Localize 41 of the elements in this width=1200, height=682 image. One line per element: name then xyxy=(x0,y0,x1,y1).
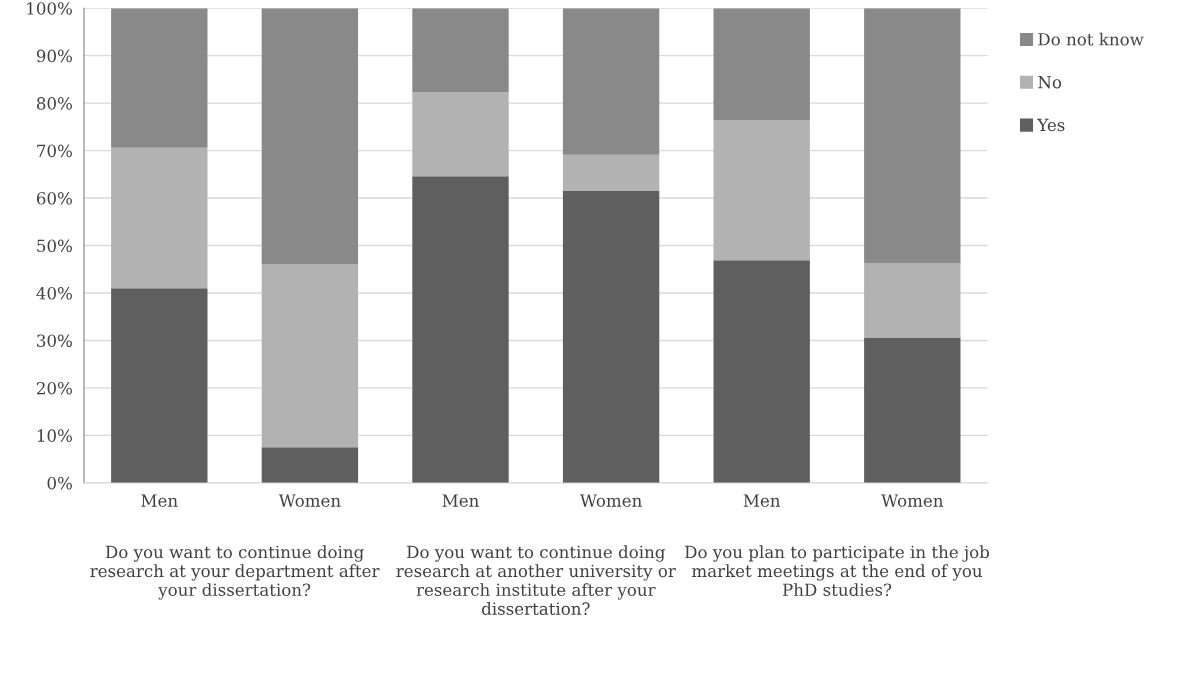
legend-label: Do not know xyxy=(1038,32,1144,46)
bar xyxy=(713,8,810,121)
bar xyxy=(111,288,208,483)
bar xyxy=(713,260,810,483)
y-tick-label: 20% xyxy=(36,381,72,395)
bar xyxy=(864,263,961,338)
y-tick-label: 100% xyxy=(27,2,72,15)
bar xyxy=(713,120,810,261)
bar xyxy=(261,264,359,448)
y-tick-label: 80% xyxy=(36,97,72,110)
bar xyxy=(111,147,208,289)
y-tick-label: 0% xyxy=(47,476,72,490)
x-tick-label: Men xyxy=(743,494,781,507)
legend-label: No xyxy=(1038,75,1062,89)
legend-label: Yes xyxy=(1037,118,1065,132)
bar xyxy=(412,92,509,177)
bar xyxy=(261,447,359,483)
y-tick-label: 10% xyxy=(37,429,72,442)
bar xyxy=(261,8,359,265)
x-tick-label: Women xyxy=(278,494,341,507)
y-tick-label: 30% xyxy=(37,334,72,348)
y-tick-label: 40% xyxy=(36,286,72,300)
y-tick-label: 70% xyxy=(37,144,72,158)
x-tick-label: Men xyxy=(141,494,178,507)
bar xyxy=(412,176,509,483)
x-tick-label: Women xyxy=(579,494,642,507)
text: Do you want to continue doing research at your department after your dissertation? xyxy=(90,545,380,600)
bar xyxy=(562,190,660,483)
bar xyxy=(412,8,509,93)
bar xyxy=(864,337,961,483)
bar xyxy=(864,8,961,264)
bar xyxy=(562,154,660,191)
y-tick-label: 50% xyxy=(37,239,72,253)
x-tick-label: Men xyxy=(442,494,479,507)
bar xyxy=(111,8,208,148)
bar xyxy=(562,8,660,155)
y-tick-label: 60% xyxy=(36,192,72,205)
x-tick-label: Women xyxy=(881,494,944,507)
y-tick-label: 90% xyxy=(36,49,72,63)
text: Do you plan to participate in the job market meetings at the end of you PhD studies? xyxy=(685,545,990,597)
text: Do you want to continue doing research at another university or research institute after your dissertation? xyxy=(396,545,676,615)
